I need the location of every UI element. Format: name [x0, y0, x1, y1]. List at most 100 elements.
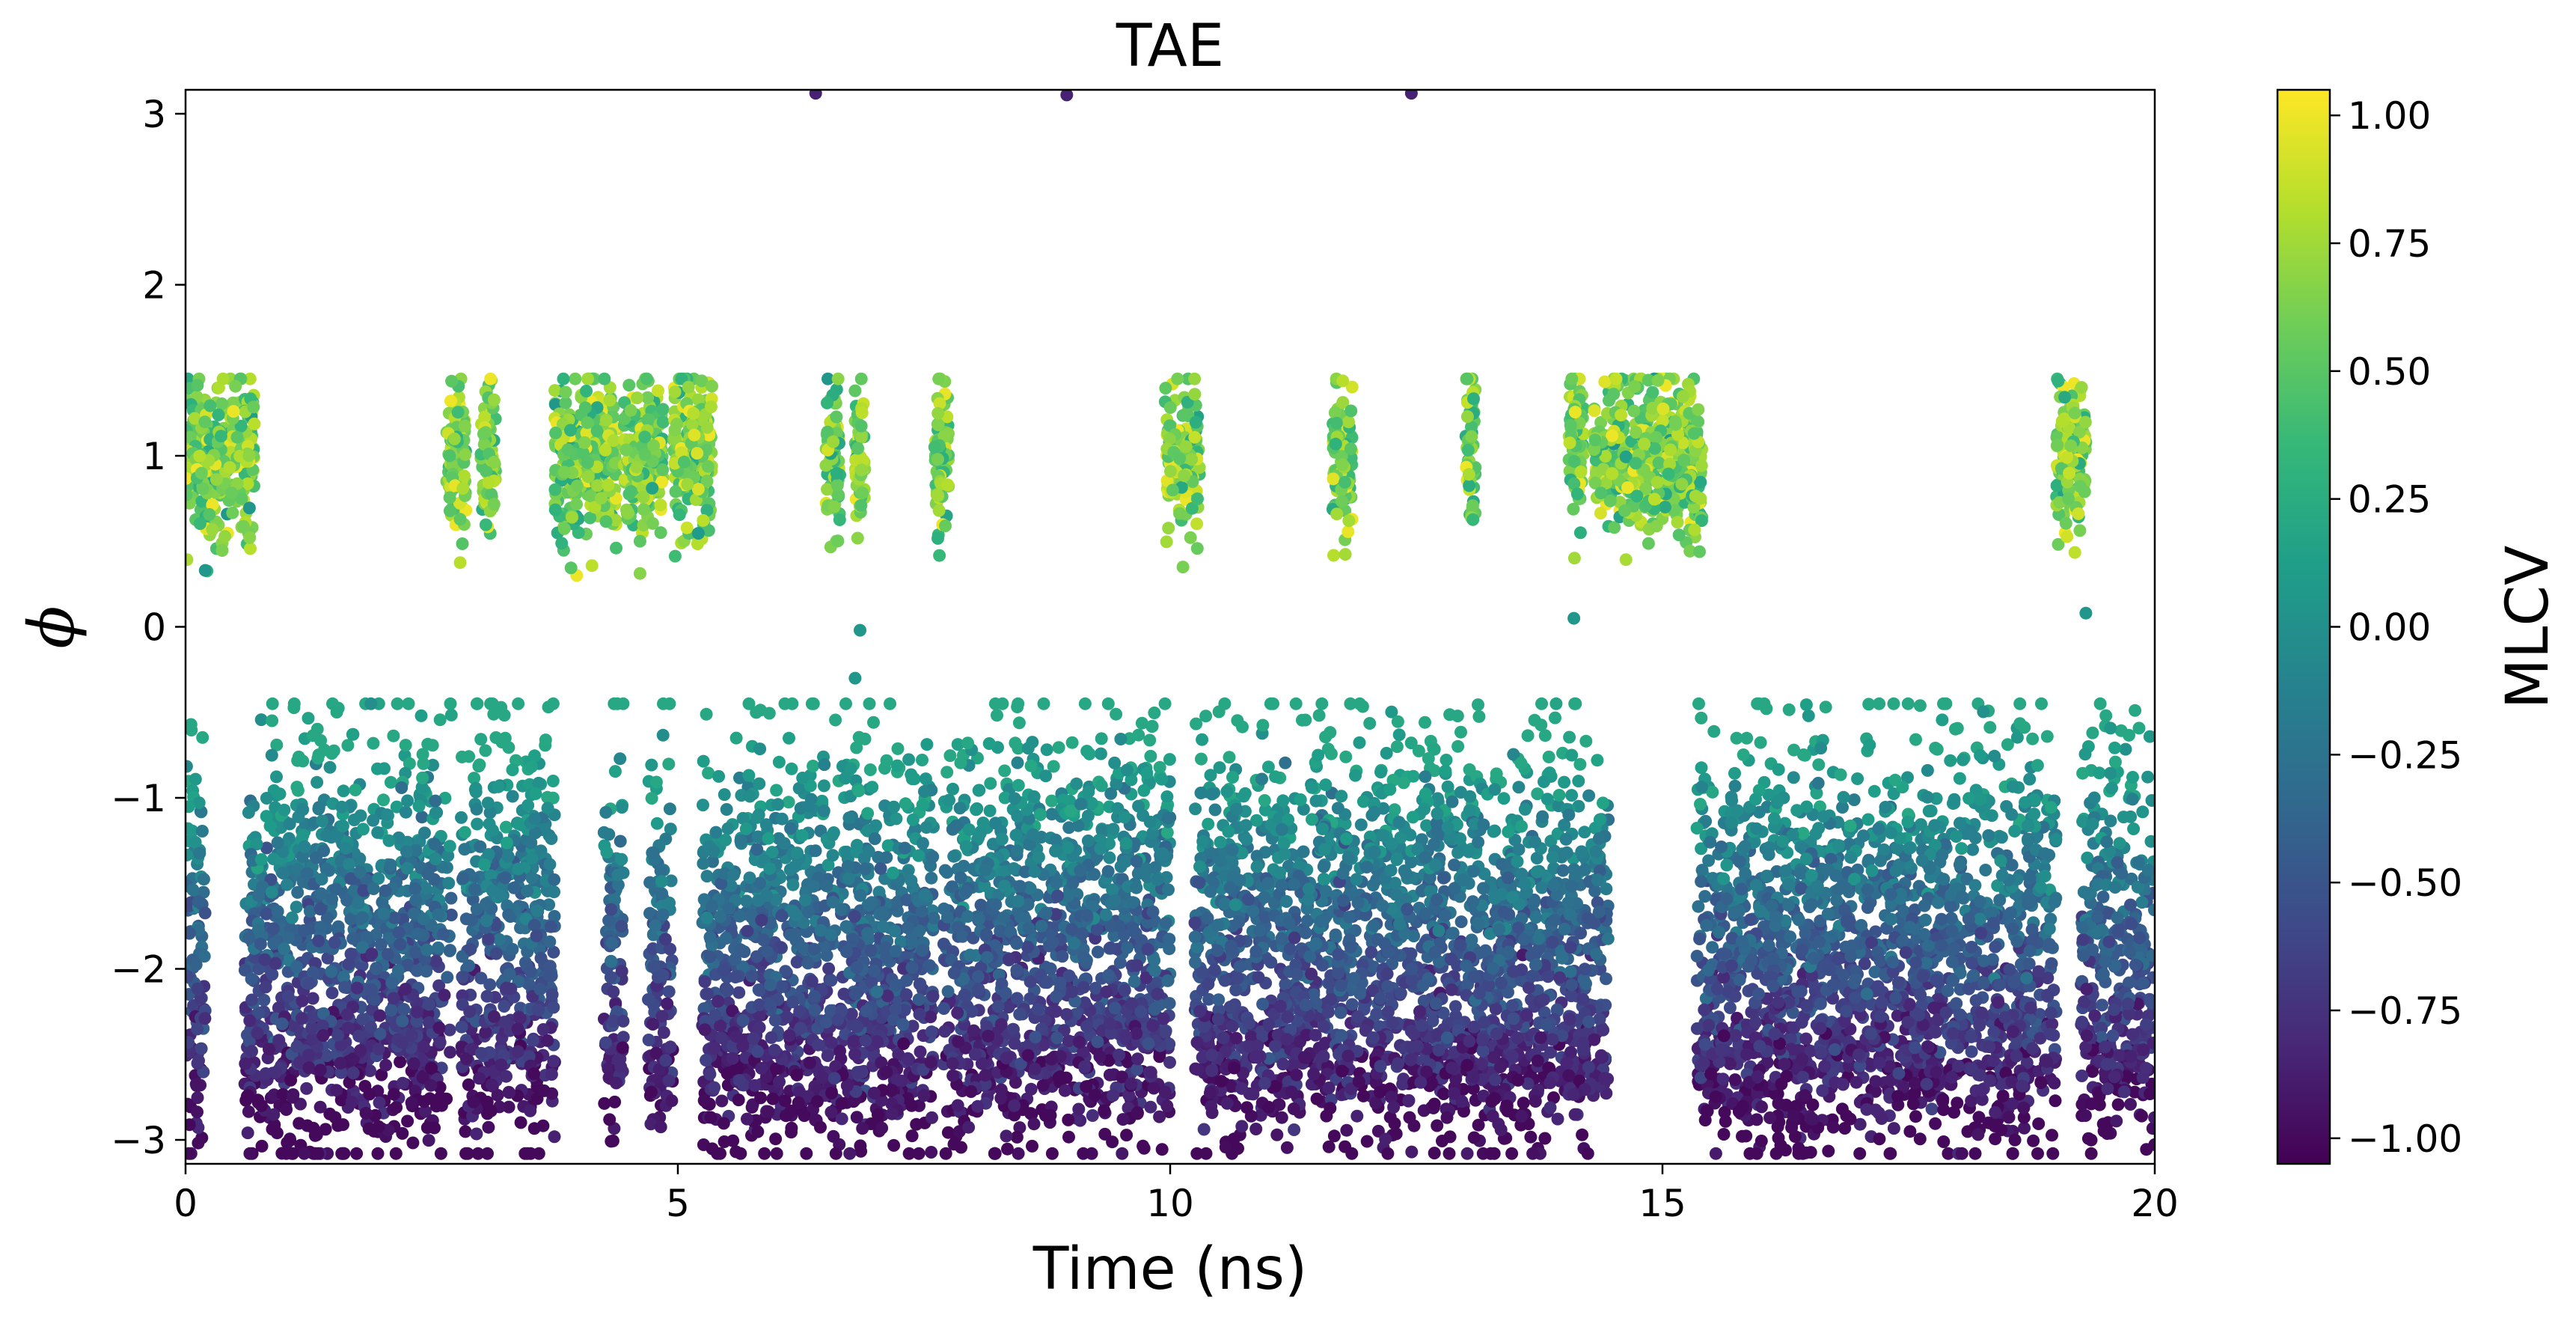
scatter-point — [514, 1116, 527, 1129]
scatter-point — [281, 989, 295, 1003]
scatter-point — [1191, 492, 1204, 505]
scatter-point — [295, 1012, 308, 1025]
scatter-point — [437, 927, 450, 941]
scatter-point — [342, 957, 355, 971]
scatter-point — [817, 779, 830, 793]
scatter-point — [600, 846, 614, 859]
scatter-point — [492, 780, 505, 793]
scatter-point — [863, 697, 876, 710]
scatter-point — [542, 701, 555, 714]
scatter-point — [245, 993, 259, 1007]
scatter-point — [617, 1014, 630, 1028]
scatter-point — [310, 851, 322, 864]
scatter-point — [654, 526, 667, 540]
scatter-point — [602, 914, 616, 927]
scatter-point — [819, 459, 833, 472]
scatter-point — [407, 1057, 420, 1070]
scatter-point — [566, 510, 578, 524]
scatter-point — [1164, 465, 1177, 478]
scatter-point — [1594, 507, 1607, 520]
scatter-point — [527, 1067, 540, 1081]
scatter-point — [824, 974, 838, 987]
scatter-point — [624, 485, 637, 498]
scatter-point — [485, 1078, 498, 1091]
scatter-point — [2073, 480, 2087, 493]
scatter-point — [218, 530, 232, 543]
scatter-point — [643, 876, 657, 889]
scatter-point — [394, 938, 407, 951]
scatter-point — [548, 503, 562, 516]
scatter-point — [548, 384, 562, 397]
scatter-point — [481, 796, 495, 810]
scatter-point — [265, 885, 278, 899]
scatter-point — [539, 733, 552, 747]
scatter-point — [420, 1121, 434, 1135]
scatter-point — [469, 781, 483, 795]
scatter-point — [544, 920, 557, 933]
scatter-point — [193, 449, 206, 463]
scatter-point — [585, 559, 599, 573]
scatter-point — [192, 1054, 205, 1067]
scatter-point — [242, 931, 256, 945]
scatter-point — [1564, 418, 1577, 432]
scatter-point — [525, 871, 539, 885]
scatter-point — [381, 948, 394, 961]
scatter-point — [548, 873, 561, 886]
scatter-point — [1609, 372, 1623, 385]
scatter-point — [663, 697, 676, 710]
scatter-point — [851, 531, 864, 545]
scatter-point — [715, 1094, 729, 1108]
scatter-point — [2075, 381, 2088, 394]
scatter-point — [854, 419, 868, 433]
scatter-point — [548, 885, 560, 899]
scatter-point — [468, 882, 481, 896]
scatter-point — [833, 513, 846, 526]
scatter-point — [298, 840, 311, 853]
scatter-point — [445, 374, 459, 388]
scatter-point — [928, 440, 941, 454]
scatter-point — [458, 419, 471, 433]
scatter-point — [1336, 458, 1349, 472]
scatter-point — [1567, 454, 1581, 468]
scatter-point — [920, 738, 934, 751]
scatter-point — [312, 801, 325, 814]
scatter-point — [254, 937, 267, 951]
scatter-point — [500, 981, 513, 995]
scatter-point — [271, 836, 284, 849]
scatter-point — [916, 754, 928, 766]
scatter-point — [444, 394, 457, 408]
scatter-point — [1465, 430, 1478, 443]
scatter-point — [487, 393, 501, 406]
scatter-point — [1160, 535, 1173, 549]
scatter-point — [318, 743, 331, 757]
scatter-point — [649, 775, 663, 789]
scatter-point — [1618, 504, 1632, 517]
scatter-point — [443, 491, 456, 504]
scatter-point — [316, 1029, 330, 1043]
scatter-point — [659, 1054, 673, 1067]
scatter-point — [498, 871, 512, 885]
scatter-point — [391, 964, 405, 977]
scatter-point — [1588, 433, 1602, 447]
scatter-point — [564, 561, 578, 575]
scatter-point — [486, 884, 499, 897]
scatter-point — [614, 835, 627, 848]
scatter-point — [1327, 549, 1340, 562]
scatter-point — [191, 1022, 204, 1036]
scatter-point — [400, 805, 412, 819]
scatter-point — [387, 729, 400, 742]
scatter-point — [477, 858, 491, 871]
scatter-point — [931, 418, 945, 432]
scatter-point — [414, 709, 428, 722]
scatter-point — [1648, 492, 1661, 506]
scatter-point — [241, 477, 254, 490]
scatter-point — [1330, 507, 1344, 521]
scatter-point — [266, 968, 279, 981]
scatter-point — [204, 399, 217, 412]
scatter-point — [267, 922, 280, 936]
scatter-point — [656, 728, 670, 742]
scatter-point — [931, 406, 945, 420]
scatter-point — [316, 814, 329, 828]
scatter-point — [209, 473, 223, 486]
scatter-point — [501, 849, 515, 863]
